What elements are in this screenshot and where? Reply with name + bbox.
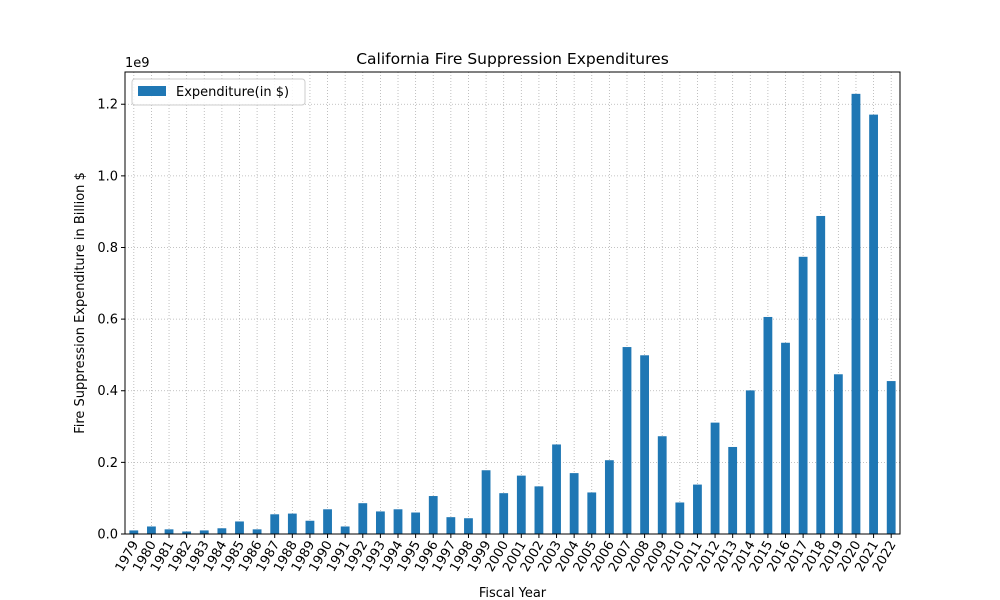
- bar: [816, 215, 826, 534]
- bar: [516, 475, 526, 534]
- bar: [287, 513, 297, 534]
- bar: [798, 256, 808, 534]
- bar: [252, 529, 262, 534]
- legend-swatch: [138, 86, 166, 96]
- bar: [340, 526, 350, 534]
- legend-box: [131, 78, 306, 106]
- bar: [428, 496, 438, 534]
- bar: [217, 528, 227, 534]
- y-tick-label: 0.6: [97, 313, 118, 328]
- bar: [235, 521, 244, 534]
- bar: [358, 503, 368, 534]
- bar: [587, 492, 597, 534]
- y-tick-label: 0.8: [97, 241, 118, 256]
- bar: [270, 514, 280, 534]
- bar: [781, 342, 790, 534]
- bar: [569, 473, 579, 534]
- bar: [657, 436, 667, 534]
- bar: [323, 509, 332, 534]
- y-tick-label: 0.2: [97, 456, 118, 471]
- chart-title: California Fire Suppression Expenditures: [356, 50, 669, 68]
- bar: [604, 460, 614, 534]
- y-axis: 0.0 0.2 0.4 0.6 0.8 1.0 1.2: [97, 98, 125, 543]
- legend: Expenditure(in $): [131, 78, 306, 106]
- bar: [552, 444, 561, 534]
- y-offset-label: 1e9: [125, 56, 150, 71]
- bar: [164, 529, 174, 534]
- bar: [851, 93, 861, 535]
- bar: [393, 509, 403, 534]
- bar: [499, 493, 509, 534]
- bar: [199, 530, 209, 534]
- legend-label: Expenditure(in $): [176, 85, 289, 100]
- bar: [182, 531, 192, 534]
- bar: [481, 470, 491, 534]
- bar: [693, 484, 702, 534]
- bar: [305, 520, 315, 534]
- bar: [464, 518, 473, 534]
- bar: [147, 526, 156, 534]
- bar: [833, 374, 843, 534]
- bar: [446, 517, 456, 534]
- x-axis: 1979198019811982198319841985198619871988…: [113, 534, 900, 575]
- bar: [534, 486, 544, 534]
- bar: [886, 381, 896, 534]
- bar: [622, 347, 632, 534]
- y-axis-label: Fire Suppression Expenditure in Billion …: [73, 172, 88, 434]
- x-axis-label: Fiscal Year: [479, 586, 547, 600]
- grid-lines: [125, 72, 900, 535]
- bar: [640, 355, 650, 534]
- bars: [129, 93, 896, 535]
- y-tick-label: 1.2: [97, 98, 118, 113]
- bar: [763, 316, 773, 534]
- bar: [675, 502, 685, 534]
- y-tick-label: 1.0: [97, 169, 118, 184]
- bar: [745, 390, 755, 534]
- plot-frame: [124, 71, 901, 535]
- y-tick-label: 0.4: [97, 384, 118, 399]
- bar: [411, 512, 421, 534]
- bar: [129, 530, 139, 534]
- bar: [728, 446, 738, 534]
- bar: [869, 114, 878, 535]
- bar: [710, 422, 720, 534]
- y-tick-label: 0.0: [97, 528, 118, 543]
- bar: [375, 511, 385, 534]
